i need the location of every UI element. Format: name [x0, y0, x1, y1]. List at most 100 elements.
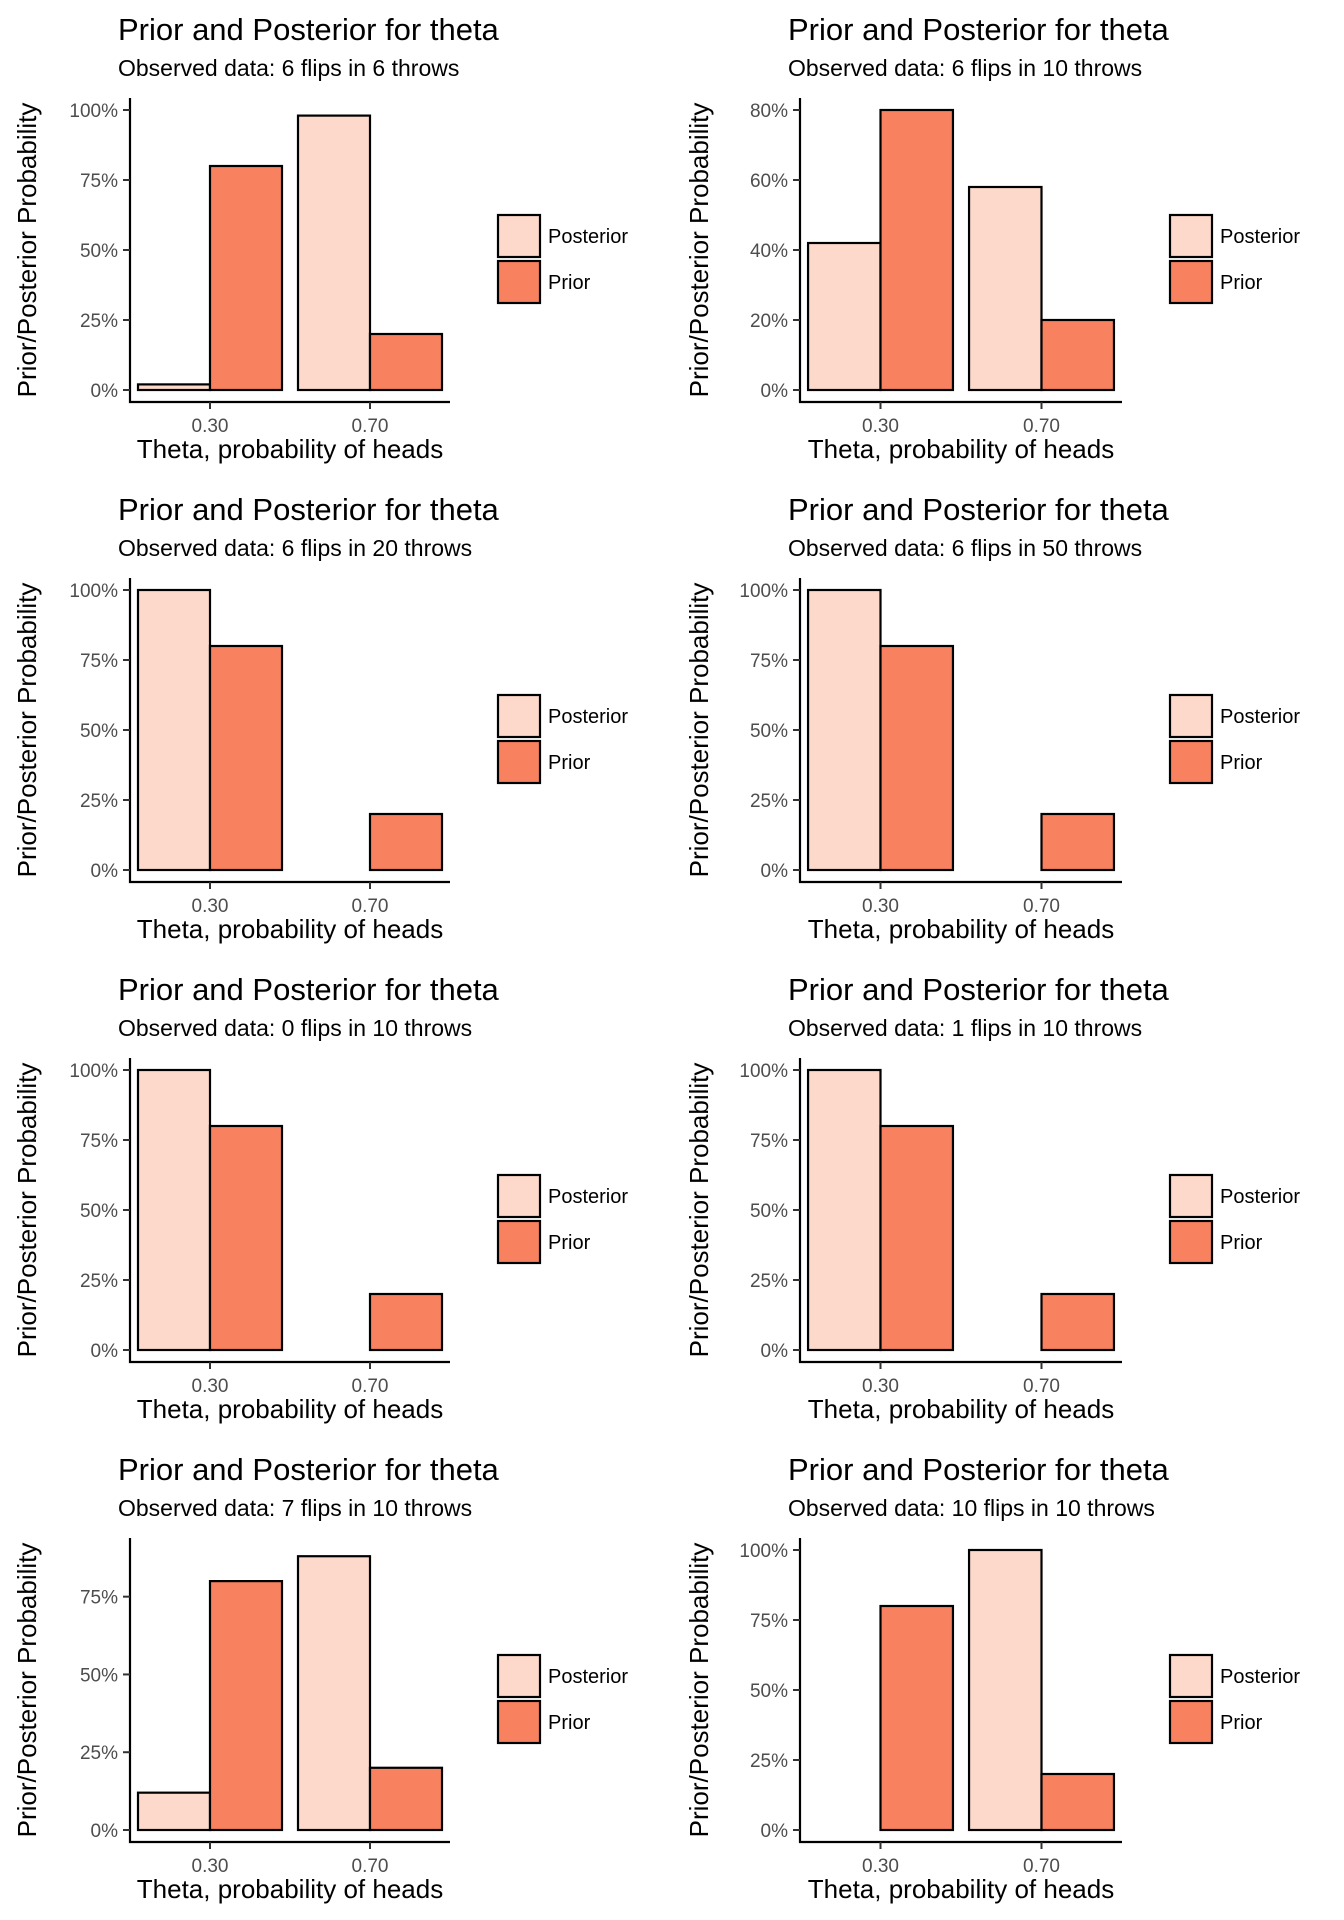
- y-tick-label: 25%: [750, 1271, 788, 1292]
- y-axis-title: Prior/Posterior Probability: [12, 103, 42, 398]
- y-tick-label: 50%: [750, 1681, 788, 1702]
- x-tick-label: 0.70: [1023, 416, 1060, 437]
- y-tick-label: 0%: [761, 1341, 789, 1362]
- x-tick-label: 0.30: [862, 1856, 899, 1877]
- chart-title: Prior and Posterior for theta: [118, 972, 500, 1007]
- y-tick-label: 0%: [91, 1821, 119, 1842]
- y-tick-label: 25%: [80, 1271, 118, 1292]
- legend-key-prior: [1168, 739, 1214, 785]
- x-tick-label: 0.70: [352, 896, 389, 917]
- chart-subtitle: Observed data: 10 flips in 10 throws: [788, 1495, 1155, 1521]
- bar-posterior-0_30: [806, 1068, 882, 1352]
- x-tick-label: 0.70: [1023, 1376, 1060, 1397]
- x-tick-label: 0.30: [862, 1376, 899, 1397]
- legend-label-prior: Prior: [1220, 1232, 1263, 1254]
- x-tick-label: 0.30: [192, 896, 229, 917]
- y-tick-label: 50%: [80, 721, 118, 742]
- bar-prior-0_30: [879, 1124, 955, 1352]
- y-tick-label: 25%: [750, 791, 788, 812]
- legend-label-posterior: Posterior: [548, 1666, 628, 1688]
- bar-prior-0_70: [1040, 812, 1116, 872]
- chart-panel-2: 0% 20% 40% 60% 80% 0.30 0.70 Prior and Posterio…: [684, 12, 1300, 464]
- legend-key-posterior: [1168, 1653, 1214, 1699]
- y-tick-label: 0%: [91, 861, 119, 882]
- y-axis-title: Prior/Posterior Probability: [684, 1543, 714, 1838]
- axis-lines: [798, 1538, 1122, 1844]
- legend-key-posterior: [1168, 693, 1214, 739]
- axis-lines: [128, 1538, 450, 1844]
- legend-label-posterior: Posterior: [548, 706, 628, 728]
- bar-prior-0_70: [368, 332, 444, 392]
- x-tick-label: 0.30: [862, 416, 899, 437]
- y-tick-label: 75%: [80, 1131, 118, 1152]
- y-tick-label: 50%: [80, 241, 118, 262]
- legend-key-prior: [1168, 1699, 1214, 1745]
- y-axis-title: Prior/Posterior Probability: [684, 583, 714, 878]
- legend-key-posterior: [1168, 213, 1214, 259]
- y-axis-title: Prior/Posterior Probability: [684, 1063, 714, 1358]
- bar-posterior-0_70: [967, 1548, 1043, 1832]
- y-axis-title: Prior/Posterior Probability: [12, 1543, 42, 1838]
- chart-panel-8: 0% 25% 50% 75% 100% 0.30 0.70 Prior and Posteri…: [684, 1452, 1300, 1904]
- bar-posterior-0_30: [806, 588, 882, 872]
- x-axis-title: Theta, probability of heads: [808, 1874, 1114, 1904]
- legend-label-prior: Prior: [1220, 1712, 1263, 1734]
- chart-panel-3: 0% 25% 50% 75% 100% 0.30 0.70 Prior and Posteri…: [12, 492, 628, 944]
- y-tick-label: 100%: [739, 1061, 788, 1082]
- y-tick-label: 100%: [739, 581, 788, 602]
- y-tick-label: 25%: [750, 1751, 788, 1772]
- legend-label-prior: Prior: [1220, 272, 1263, 294]
- x-tick-label: 0.70: [352, 1376, 389, 1397]
- x-tick-label: 0.70: [1023, 896, 1060, 917]
- bar-prior-0_70: [1040, 318, 1116, 392]
- chart-subtitle: Observed data: 6 flips in 10 throws: [788, 55, 1142, 81]
- y-tick-label: 20%: [750, 311, 788, 332]
- chart-panel-4: 0% 25% 50% 75% 100% 0.30 0.70 Prior and Posteri…: [684, 492, 1300, 944]
- bar-posterior-0_70: [296, 1555, 372, 1832]
- legend-label-prior: Prior: [548, 752, 591, 774]
- legend-label-posterior: Posterior: [548, 1186, 628, 1208]
- bar-posterior-0_70: [296, 114, 372, 392]
- bar-prior-0_30: [208, 1580, 284, 1832]
- legend-key-prior: [496, 259, 542, 305]
- y-tick-label: 0%: [91, 1341, 119, 1362]
- x-tick-label: 0.30: [192, 1856, 229, 1877]
- legend-label-posterior: Posterior: [548, 226, 628, 248]
- y-tick-label: 100%: [69, 101, 118, 122]
- chart-title: Prior and Posterior for theta: [788, 972, 1170, 1007]
- y-tick-label: 0%: [761, 861, 789, 882]
- chart-subtitle: Observed data: 6 flips in 50 throws: [788, 535, 1142, 561]
- legend-key-posterior: [496, 693, 542, 739]
- bar-prior-0_70: [368, 1766, 444, 1832]
- legend-label-posterior: Posterior: [1220, 706, 1300, 728]
- legend-label-posterior: Posterior: [1220, 226, 1300, 248]
- y-tick-label: 100%: [739, 1541, 788, 1562]
- x-axis-title: Theta, probability of heads: [808, 914, 1114, 944]
- y-tick-label: 75%: [80, 651, 118, 672]
- legend-key-posterior: [496, 1653, 542, 1699]
- y-tick-label: 100%: [69, 581, 118, 602]
- y-tick-label: 100%: [69, 1061, 118, 1082]
- axis-lines: [128, 1058, 450, 1364]
- y-tick-label: 25%: [80, 791, 118, 812]
- y-tick-label: 50%: [80, 1665, 118, 1686]
- y-tick-label: 40%: [750, 241, 788, 262]
- chart-subtitle: Observed data: 0 flips in 10 throws: [118, 1015, 472, 1041]
- bar-prior-0_30: [879, 1604, 955, 1832]
- bar-prior-0_70: [368, 1292, 444, 1352]
- x-tick-label: 0.70: [352, 1856, 389, 1877]
- legend-key-posterior: [496, 1173, 542, 1219]
- y-tick-label: 75%: [750, 651, 788, 672]
- x-axis-title: Theta, probability of heads: [137, 1394, 443, 1424]
- x-axis-title: Theta, probability of heads: [137, 434, 443, 464]
- legend-key-prior: [496, 1699, 542, 1745]
- bar-prior-0_30: [879, 108, 955, 392]
- bar-prior-0_30: [879, 644, 955, 872]
- x-tick-label: 0.30: [192, 416, 229, 437]
- y-tick-label: 75%: [80, 1588, 118, 1609]
- axis-lines: [798, 1058, 1122, 1364]
- x-axis-title: Theta, probability of heads: [808, 434, 1114, 464]
- y-tick-label: 0%: [761, 381, 789, 402]
- chart-subtitle: Observed data: 7 flips in 10 throws: [118, 1495, 472, 1521]
